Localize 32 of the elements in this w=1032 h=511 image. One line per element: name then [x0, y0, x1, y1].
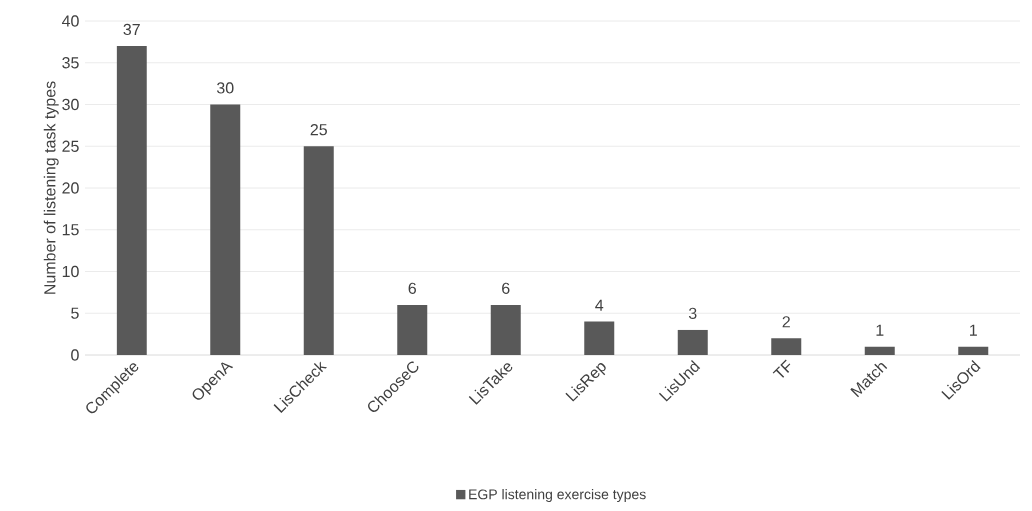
y-tick-label: 0	[71, 349, 79, 361]
y-tick-label: 5	[71, 307, 79, 319]
bar	[397, 304, 428, 355]
data-label: 3	[688, 307, 697, 320]
data-label: 37	[123, 23, 140, 36]
data-label: 1	[876, 324, 884, 336]
data-label: 4	[595, 299, 604, 311]
bar	[210, 104, 241, 355]
bar	[116, 46, 147, 355]
bar	[677, 329, 708, 355]
data-label: 6	[408, 282, 416, 294]
data-label: 30	[216, 82, 234, 94]
data-label: 1	[970, 324, 977, 336]
bar	[864, 346, 895, 355]
y-tick-label: 35	[62, 57, 79, 69]
y-tick-label: 15	[62, 224, 79, 236]
y-axis-title: Number of listening task types	[43, 81, 59, 294]
bar	[303, 146, 334, 355]
y-tick-label: 30	[62, 98, 79, 111]
data-label: 6	[502, 282, 510, 294]
bar	[584, 321, 615, 355]
bar	[771, 338, 802, 355]
bar	[490, 304, 521, 355]
data-label: 25	[310, 124, 327, 136]
bar	[958, 346, 989, 355]
y-tick-label: 20	[62, 182, 79, 194]
y-tick-label: 40	[61, 15, 79, 27]
y-tick-label: 10	[62, 265, 79, 278]
x-tick-label: TF	[772, 359, 791, 378]
legend-label: EGP listening exercise types	[469, 489, 646, 503]
y-tick-label: 25	[62, 140, 79, 152]
data-label: 2	[782, 316, 790, 328]
